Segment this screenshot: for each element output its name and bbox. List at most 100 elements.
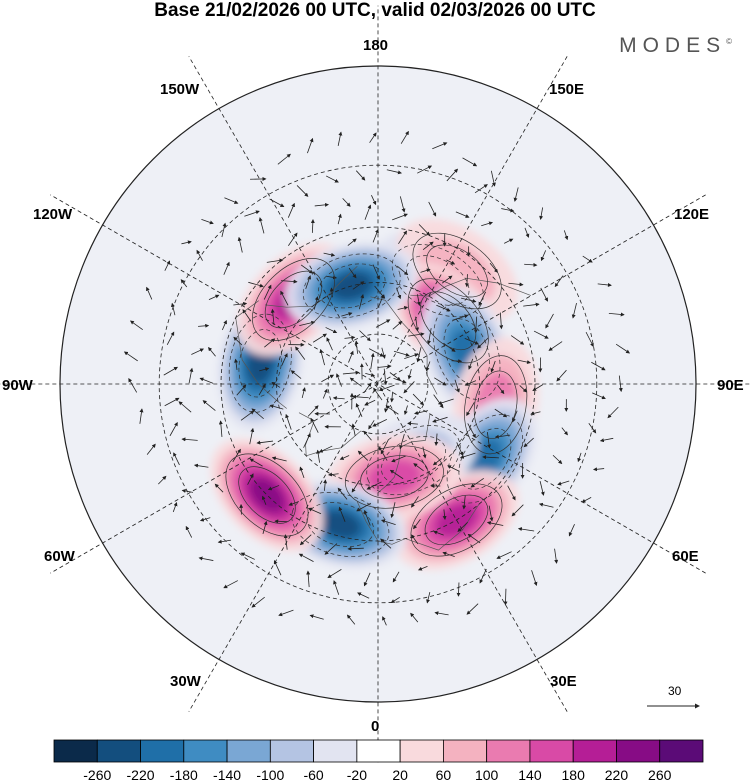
wind-vector bbox=[384, 396, 389, 413]
wind-vector bbox=[459, 452, 476, 459]
wind-vector bbox=[267, 485, 280, 491]
wind-vector bbox=[307, 507, 322, 515]
wind-vector bbox=[466, 402, 475, 417]
wind-vector bbox=[517, 527, 535, 532]
wind-vector bbox=[466, 603, 479, 615]
wind-vector bbox=[309, 614, 324, 620]
wind-vector bbox=[397, 306, 409, 310]
wind-vector bbox=[248, 281, 264, 288]
wind-vector bbox=[164, 397, 180, 407]
wind-vector bbox=[474, 184, 488, 194]
wind-vector bbox=[392, 571, 400, 583]
wind-vector bbox=[327, 472, 339, 477]
wind-vector bbox=[318, 445, 333, 453]
wind-vector bbox=[417, 165, 433, 174]
wind-vector bbox=[618, 375, 623, 393]
wind-vector bbox=[571, 302, 577, 319]
contour-group bbox=[228, 313, 292, 413]
wind-vector bbox=[266, 258, 284, 263]
wind-vector bbox=[413, 463, 424, 472]
wind-vector bbox=[489, 262, 499, 273]
wind-vector bbox=[259, 367, 270, 372]
wind-vector bbox=[193, 463, 209, 468]
wind-vector bbox=[298, 553, 314, 562]
wind-vector bbox=[372, 228, 379, 243]
wind-vector bbox=[504, 238, 514, 244]
wind-vector bbox=[385, 405, 399, 415]
wind-vector bbox=[232, 448, 241, 463]
wind-vector bbox=[247, 473, 254, 485]
colorbar-tick-label: -140 bbox=[213, 767, 242, 783]
wind-vector bbox=[262, 520, 268, 534]
colorbar-tick-label: 100 bbox=[474, 767, 499, 783]
wind-vector bbox=[428, 201, 437, 217]
wind-vector bbox=[455, 211, 470, 218]
wind-vector bbox=[223, 261, 230, 275]
wind-vector bbox=[349, 377, 362, 387]
wind-vector bbox=[561, 427, 568, 436]
wind-vector bbox=[391, 455, 407, 463]
wind-vector bbox=[420, 268, 431, 273]
wind-vector bbox=[532, 384, 543, 392]
wind-vector bbox=[462, 157, 478, 167]
wind-vector bbox=[303, 433, 311, 448]
wind-vector bbox=[322, 388, 328, 399]
wind-vector bbox=[129, 320, 143, 331]
lon-label-60e: 60E bbox=[672, 548, 699, 565]
wind-vector bbox=[540, 250, 547, 262]
wind-vector bbox=[191, 348, 204, 355]
wind-vector bbox=[288, 501, 299, 506]
wind-vector bbox=[128, 377, 138, 393]
wind-vector bbox=[237, 236, 243, 253]
contour-group bbox=[407, 278, 489, 364]
map-outline bbox=[59, 65, 697, 703]
contour-group bbox=[302, 253, 401, 319]
wind-vector bbox=[351, 423, 356, 436]
wind-vector bbox=[416, 347, 422, 363]
copyright-mark: © bbox=[726, 37, 732, 46]
colorbar-tick-label: 140 bbox=[518, 767, 542, 783]
wind-vector bbox=[281, 279, 298, 284]
wind-vector bbox=[454, 379, 460, 393]
parallel bbox=[220, 226, 536, 542]
wind-vector bbox=[389, 469, 404, 480]
wind-vector bbox=[217, 539, 232, 544]
colorbar-swatch bbox=[313, 739, 358, 763]
wind-vector bbox=[554, 548, 559, 564]
wind-vector bbox=[281, 353, 288, 366]
coastline bbox=[377, 413, 431, 493]
map-disc bbox=[60, 66, 696, 702]
coastline bbox=[235, 300, 287, 409]
wind-vector bbox=[511, 504, 524, 517]
wind-vector bbox=[538, 502, 554, 508]
wind-vector bbox=[172, 502, 178, 513]
wind-vector bbox=[607, 406, 619, 419]
wind-vector bbox=[305, 275, 312, 289]
wind-vector bbox=[615, 343, 631, 354]
wind-vector bbox=[482, 455, 499, 460]
wind-vector bbox=[258, 217, 265, 234]
lon-label-150w: 150W bbox=[160, 81, 200, 98]
wind-vector bbox=[413, 518, 421, 530]
parallel bbox=[327, 333, 429, 435]
wind-vector bbox=[233, 336, 243, 346]
wind-vector bbox=[240, 410, 255, 421]
wind-vector bbox=[355, 170, 366, 181]
wind-vector bbox=[321, 374, 335, 383]
wind-vector bbox=[519, 385, 528, 393]
wind-vector bbox=[277, 153, 291, 165]
wind-vector bbox=[346, 614, 356, 625]
wind-vector bbox=[313, 296, 319, 310]
wind-vector bbox=[467, 423, 476, 439]
wind-vector bbox=[432, 458, 442, 466]
wind-vector bbox=[261, 495, 267, 505]
coastline bbox=[410, 277, 532, 297]
wind-vector bbox=[383, 368, 388, 386]
wind-vector bbox=[524, 227, 530, 238]
wind-vector bbox=[426, 591, 431, 604]
wind-vector bbox=[218, 420, 223, 437]
wind-vector bbox=[351, 480, 360, 493]
wind-vector bbox=[263, 284, 272, 300]
wind-vector bbox=[392, 213, 408, 221]
